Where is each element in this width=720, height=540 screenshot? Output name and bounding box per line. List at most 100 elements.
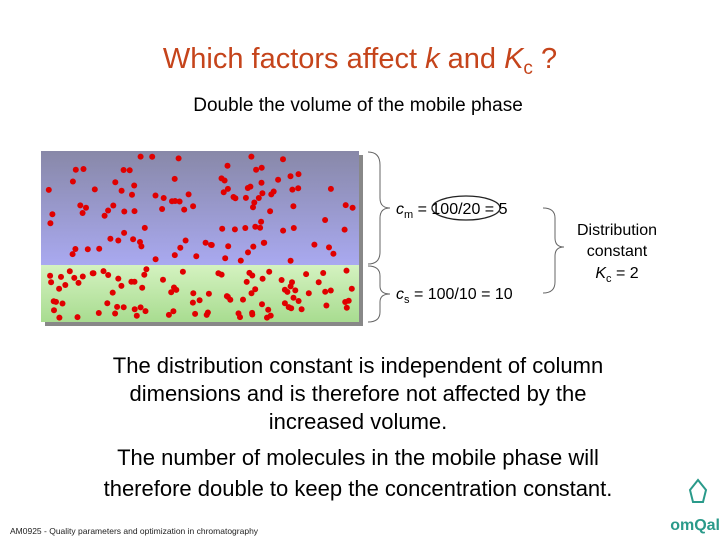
molecule bbox=[252, 223, 259, 230]
molecule bbox=[91, 186, 98, 193]
molecule bbox=[315, 279, 322, 286]
molecule bbox=[253, 166, 260, 173]
molecule bbox=[179, 268, 186, 275]
molecule bbox=[77, 202, 84, 209]
molecule bbox=[114, 303, 121, 310]
molecule bbox=[165, 311, 172, 318]
molecule bbox=[257, 224, 264, 231]
paragraph-line: The distribution constant is independent… bbox=[113, 353, 603, 378]
mobile-equation: cm = 100/20 = 5 bbox=[396, 201, 508, 221]
molecule bbox=[287, 257, 294, 264]
molecule bbox=[222, 255, 229, 262]
molecule bbox=[182, 237, 189, 244]
molecule bbox=[330, 250, 337, 257]
molecule bbox=[121, 208, 128, 215]
molecule bbox=[48, 279, 55, 286]
molecule bbox=[104, 300, 111, 307]
molecule bbox=[152, 256, 159, 263]
molecule bbox=[342, 202, 349, 209]
molecule bbox=[281, 300, 288, 307]
molecule bbox=[258, 218, 265, 225]
molecule bbox=[115, 237, 122, 244]
molecule bbox=[72, 246, 79, 252]
molecule bbox=[320, 270, 327, 276]
molecule bbox=[49, 211, 56, 218]
molecule bbox=[275, 176, 282, 183]
molecule bbox=[323, 302, 330, 309]
molecule bbox=[75, 279, 82, 286]
molecule bbox=[280, 156, 286, 163]
molecule bbox=[149, 153, 156, 160]
molecule bbox=[202, 239, 209, 246]
molecule bbox=[115, 275, 122, 282]
molecule bbox=[53, 298, 59, 305]
molecule bbox=[252, 286, 259, 293]
molecule bbox=[131, 306, 138, 313]
molecule bbox=[248, 153, 255, 160]
brace bbox=[367, 265, 391, 323]
molecule bbox=[47, 220, 54, 227]
column bbox=[41, 151, 363, 326]
molecule bbox=[118, 282, 125, 289]
molecule bbox=[181, 206, 188, 213]
distribution-equation: Kc = 2 bbox=[595, 265, 638, 285]
molecule bbox=[224, 185, 231, 192]
stationary-equation: cs = 100/10 = 10 bbox=[396, 286, 513, 306]
molecule bbox=[232, 195, 239, 202]
molecule bbox=[89, 270, 96, 277]
molecule bbox=[137, 304, 144, 311]
molecule bbox=[62, 282, 69, 288]
molecule bbox=[295, 298, 302, 304]
molecule bbox=[96, 245, 103, 252]
molecule bbox=[112, 310, 119, 317]
molecule bbox=[160, 195, 167, 201]
molecule bbox=[190, 203, 197, 210]
molecule bbox=[231, 226, 238, 233]
molecule bbox=[268, 191, 275, 198]
molecule bbox=[224, 293, 231, 300]
molecule bbox=[137, 239, 143, 245]
molecule bbox=[143, 266, 150, 273]
molecule bbox=[130, 236, 137, 243]
molecule bbox=[175, 155, 182, 162]
paragraph-line: increased volume. bbox=[269, 409, 448, 434]
molecule bbox=[100, 268, 107, 275]
molecule bbox=[348, 285, 355, 292]
molecule bbox=[141, 224, 148, 231]
molecule bbox=[278, 277, 285, 283]
molecule bbox=[112, 179, 119, 186]
molecule bbox=[298, 306, 305, 313]
logo: omQal bbox=[670, 517, 720, 534]
molecule bbox=[249, 311, 256, 318]
molecule bbox=[205, 290, 212, 297]
molecule bbox=[343, 304, 350, 311]
molecule bbox=[261, 239, 268, 246]
molecule bbox=[343, 267, 350, 274]
molecule bbox=[168, 289, 175, 296]
molecule bbox=[142, 308, 149, 315]
molecule bbox=[160, 276, 166, 283]
molecule bbox=[287, 283, 294, 290]
paragraph-line: therefore double to keep the concentrati… bbox=[104, 476, 613, 501]
molecule bbox=[84, 246, 91, 253]
molecule bbox=[326, 244, 332, 251]
molecule bbox=[303, 271, 310, 278]
molecule bbox=[248, 290, 255, 297]
molecule bbox=[83, 204, 89, 211]
molecule bbox=[133, 312, 140, 319]
molecule bbox=[118, 187, 125, 194]
molecule bbox=[349, 204, 356, 211]
molecule bbox=[69, 178, 76, 185]
molecule bbox=[285, 304, 292, 311]
footer: AM0925 - Quality parameters and optimiza… bbox=[10, 526, 259, 536]
molecule bbox=[341, 226, 348, 233]
molecule bbox=[237, 257, 244, 264]
molecule bbox=[58, 273, 64, 280]
molecule bbox=[69, 251, 76, 258]
molecule bbox=[173, 286, 180, 293]
molecule bbox=[345, 297, 352, 304]
molecule bbox=[110, 202, 117, 209]
molecule bbox=[255, 195, 262, 201]
molecule bbox=[131, 208, 138, 215]
molecule bbox=[267, 312, 274, 319]
